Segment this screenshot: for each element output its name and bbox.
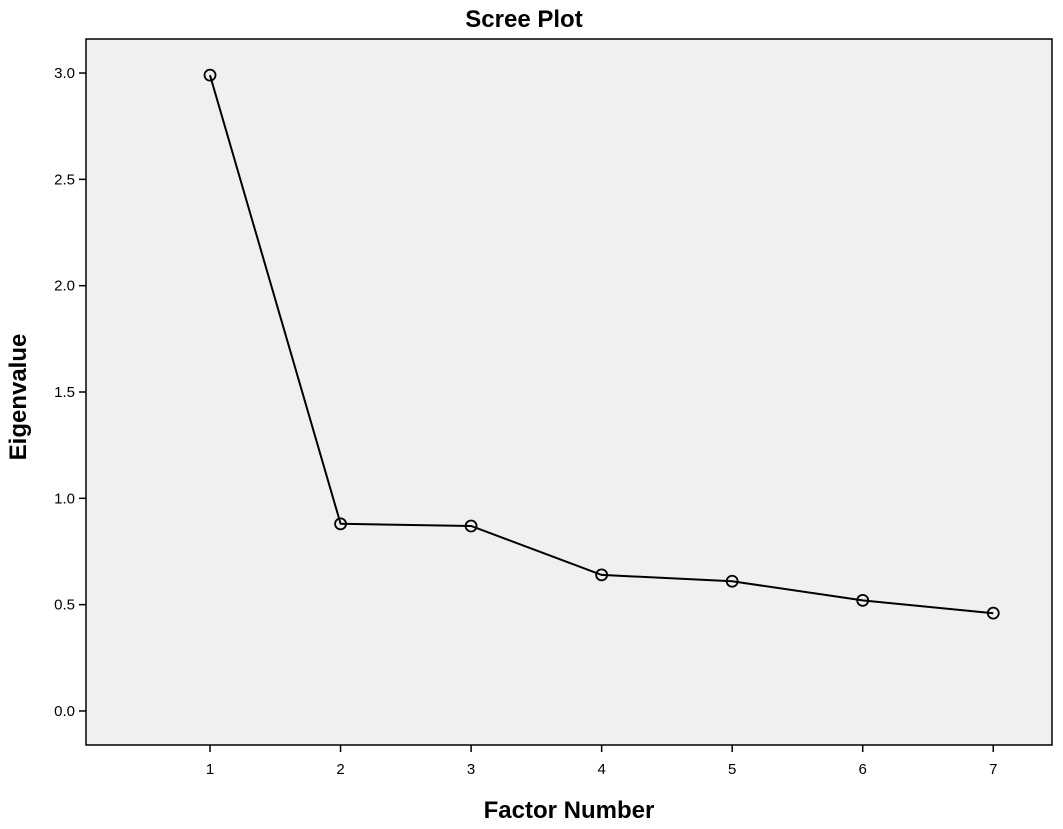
data-point-marker — [856, 593, 870, 607]
chart-title: Scree Plot — [465, 6, 582, 33]
x-tick-label: 1 — [206, 761, 214, 778]
x-axis-label: Factor Number — [484, 797, 655, 824]
x-axis-ticks: 1 2 3 4 5 6 7 — [206, 745, 997, 778]
data-point-marker — [464, 519, 478, 533]
y-tick-label: 2.0 — [54, 278, 75, 295]
plot-area — [85, 38, 1053, 746]
y-tick-label: 0.5 — [54, 597, 75, 614]
eigenvalue-series — [203, 68, 1000, 620]
y-tick-label: 2.5 — [54, 171, 75, 188]
x-tick-label: 7 — [989, 761, 997, 778]
x-tick-label: 6 — [859, 761, 867, 778]
y-tick-label: 1.0 — [54, 490, 75, 507]
x-tick-label: 2 — [336, 761, 344, 778]
y-tick-label: 1.5 — [54, 384, 75, 401]
y-tick-label: 3.0 — [54, 65, 75, 82]
x-tick-label: 5 — [728, 761, 736, 778]
data-point-marker — [595, 568, 609, 582]
y-tick-label: 0.0 — [54, 703, 75, 720]
data-point-marker — [334, 517, 347, 531]
y-axis-ticks: 0.0 0.5 1.0 1.5 2.0 2.5 3.0 — [54, 65, 86, 720]
data-point-marker — [986, 606, 1000, 620]
x-tick-label: 4 — [597, 761, 605, 778]
x-tick-label: 3 — [467, 761, 475, 778]
series-line — [209, 74, 994, 615]
data-point-marker — [725, 574, 739, 588]
data-point-marker — [203, 68, 217, 82]
y-axis-label: Eigenvalue — [5, 334, 32, 461]
